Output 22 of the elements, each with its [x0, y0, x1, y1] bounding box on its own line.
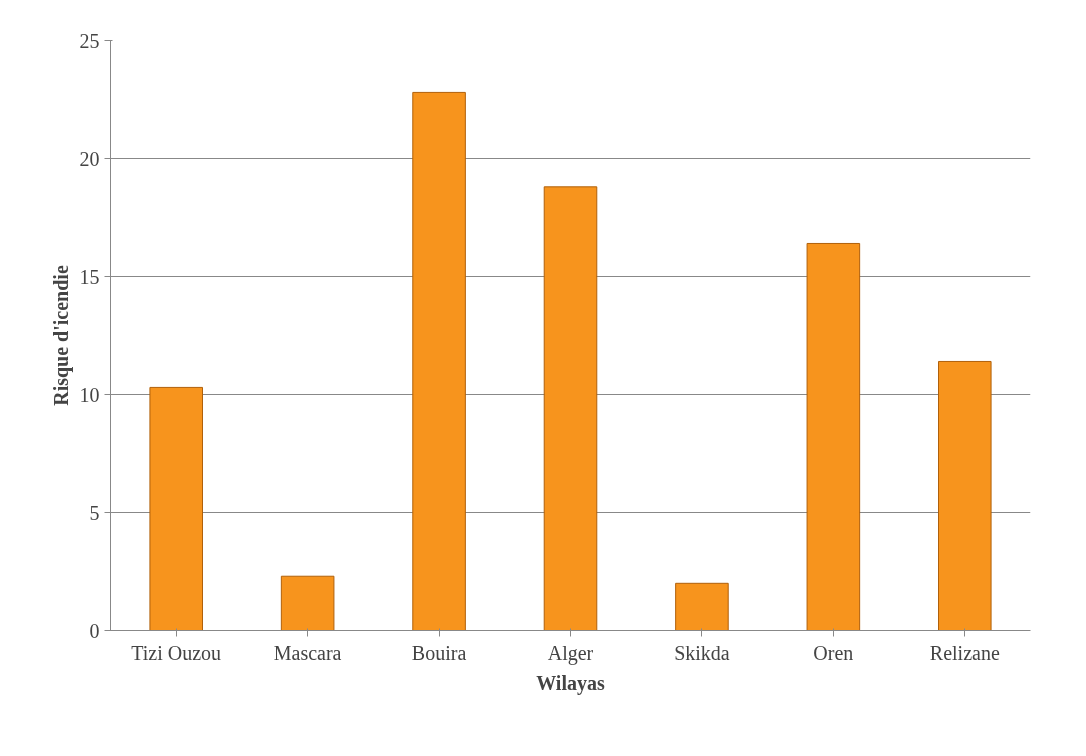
- x-tick-label: Tizi Ouzou: [131, 641, 222, 664]
- x-tick-label: Bouira: [411, 641, 467, 664]
- x-tick-label: Oren: [813, 641, 854, 664]
- x-tick-label: Alger: [547, 641, 594, 665]
- y-tick-label: 10: [79, 383, 100, 406]
- bar: [543, 186, 598, 631]
- y-tick-label: 15: [79, 265, 100, 288]
- bar: [938, 360, 992, 631]
- y-tick-label: 0: [89, 619, 100, 642]
- bar: [280, 575, 335, 631]
- y-tick-label: 25: [79, 29, 100, 52]
- x-tick-label: Skikda: [674, 641, 730, 664]
- x-tick-label: Mascara: [273, 641, 342, 664]
- x-tick-label: Relizane: [929, 641, 1000, 664]
- bar: [149, 386, 203, 631]
- y-tick-label: 20: [79, 147, 100, 170]
- bar: [412, 91, 466, 631]
- y-axis-title: Risque d'icendie: [49, 265, 73, 406]
- x-axis-title: Wilayas: [536, 671, 605, 695]
- bar: [675, 582, 729, 631]
- y-tick-label: 5: [89, 501, 100, 524]
- bar: [806, 242, 861, 631]
